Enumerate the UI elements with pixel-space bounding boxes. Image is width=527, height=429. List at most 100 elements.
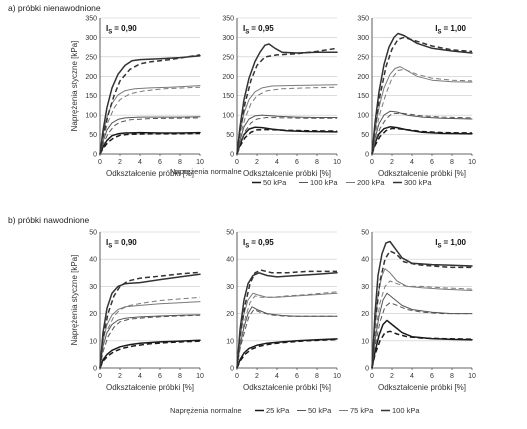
x-axis-label: Odkształcenie próbki [%] bbox=[106, 383, 194, 392]
legend: Naprężenia normalne 25 kPa 50 kPa 75 kPa 100… bbox=[170, 406, 420, 415]
x-tick-label: 6 bbox=[158, 373, 162, 380]
x-axis-label: Odkształcenie próbki [%] bbox=[106, 169, 194, 178]
series-3-solid-line bbox=[371, 268, 473, 369]
x-axis-label: Odkształcenie próbki [%] bbox=[378, 383, 466, 392]
series-2-solid-line bbox=[371, 292, 473, 369]
x-tick-label: 2 bbox=[390, 373, 394, 380]
series-2-solid-line bbox=[371, 110, 473, 155]
series-1-solid-line bbox=[99, 339, 201, 369]
y-tick-label: 300 bbox=[357, 35, 369, 42]
series-3-solid-line bbox=[99, 301, 201, 369]
legend-title: Naprężenia normalne bbox=[170, 406, 242, 415]
series-4-dashed-line bbox=[99, 54, 201, 155]
y-tick-label: 300 bbox=[85, 35, 97, 42]
y-tick-label: 150 bbox=[222, 93, 234, 100]
series-2-dashed-line bbox=[99, 117, 201, 155]
y-tick-label: 10 bbox=[361, 338, 369, 345]
series-4-dashed-line bbox=[99, 271, 201, 369]
x-tick-label: 8 bbox=[450, 159, 454, 166]
series-4-solid-line bbox=[99, 54, 201, 155]
x-axis-label: Odkształcenie próbki [%] bbox=[243, 169, 331, 178]
x-tick-label: 8 bbox=[315, 159, 319, 166]
x-axis-label: Odkształcenie próbki [%] bbox=[378, 169, 466, 178]
y-tick-label: 10 bbox=[89, 338, 97, 345]
legends-group: Naprężenia normalne 50 kPa 100 kPa 200 kPa 3… bbox=[170, 167, 432, 415]
series-4-solid-line bbox=[236, 43, 338, 155]
y-tick-label: 30 bbox=[361, 284, 369, 291]
y-tick-label: 0 bbox=[230, 152, 234, 159]
legend-title: Naprężenia normalne bbox=[170, 167, 242, 176]
param-subscript: S bbox=[245, 30, 249, 36]
series-2-solid-line bbox=[99, 116, 201, 155]
series-4-solid-line bbox=[99, 273, 201, 369]
x-tick-label: 2 bbox=[255, 159, 259, 166]
x-tick-label: 0 bbox=[235, 373, 239, 380]
x-tick-label: 0 bbox=[235, 159, 239, 166]
series-4-dashed-line bbox=[371, 36, 473, 155]
param-value: = 0,90 bbox=[114, 238, 137, 247]
series-4-solid-line bbox=[371, 32, 473, 155]
legend: Naprężenia normalne 50 kPa 100 kPa 200 kPa 3… bbox=[170, 167, 432, 187]
x-tick-label: 2 bbox=[390, 159, 394, 166]
series-3-dashed-line bbox=[371, 280, 473, 369]
x-tick-label: 4 bbox=[138, 159, 142, 166]
series-3-solid-line bbox=[236, 84, 338, 155]
y-tick-label: 20 bbox=[89, 311, 97, 318]
legend-item: 200 kPa bbox=[357, 178, 385, 187]
param-symbol: I bbox=[106, 238, 108, 247]
y-tick-label: 300 bbox=[222, 35, 234, 42]
x-tick-label: 4 bbox=[275, 159, 279, 166]
y-tick-label: 100 bbox=[222, 113, 234, 120]
series-1-dashed-line bbox=[236, 338, 338, 369]
param-symbol: I bbox=[106, 24, 108, 33]
y-tick-label: 50 bbox=[226, 230, 234, 237]
y-tick-label: 150 bbox=[85, 93, 97, 100]
series-1-solid-line bbox=[236, 338, 338, 369]
param-value: = 1,00 bbox=[444, 24, 467, 33]
y-tick-label: 10 bbox=[226, 338, 234, 345]
series-2-dashed-line bbox=[236, 309, 337, 369]
x-tick-label: 4 bbox=[138, 373, 142, 380]
y-tick-label: 250 bbox=[85, 54, 97, 61]
param-subscript: S bbox=[245, 244, 249, 250]
y-tick-label: 0 bbox=[230, 366, 234, 373]
y-tick-label: 20 bbox=[361, 311, 369, 318]
x-tick-label: 10 bbox=[196, 373, 204, 380]
legend-item: 75 kPa bbox=[350, 406, 374, 415]
y-tick-label: 0 bbox=[93, 152, 97, 159]
series-3-dashed-line bbox=[99, 296, 201, 369]
y-tick-label: 40 bbox=[361, 257, 369, 264]
param-subscript: S bbox=[108, 30, 112, 36]
x-tick-label: 10 bbox=[333, 373, 341, 380]
series-4-solid-line bbox=[236, 272, 338, 369]
param-value: = 1,00 bbox=[444, 238, 467, 247]
series-1-solid-line bbox=[99, 131, 201, 155]
param-label: IS = 0,95 bbox=[243, 238, 274, 250]
y-tick-label: 150 bbox=[357, 93, 369, 100]
param-label: IS = 1,00 bbox=[435, 238, 466, 250]
series-3-dashed-line bbox=[99, 86, 201, 155]
x-tick-label: 8 bbox=[450, 373, 454, 380]
y-tick-label: 0 bbox=[93, 366, 97, 373]
x-tick-label: 2 bbox=[118, 159, 122, 166]
x-tick-label: 2 bbox=[118, 373, 122, 380]
x-tick-label: 8 bbox=[178, 159, 182, 166]
y-tick-label: 50 bbox=[361, 230, 369, 237]
series-1-dashed-line bbox=[99, 340, 201, 369]
y-tick-label: 350 bbox=[222, 16, 234, 23]
x-tick-label: 6 bbox=[295, 373, 299, 380]
y-tick-label: 40 bbox=[226, 257, 234, 264]
param-subscript: S bbox=[108, 244, 112, 250]
x-tick-label: 10 bbox=[196, 159, 204, 166]
series-2-dashed-line bbox=[371, 302, 472, 369]
y-tick-label: 0 bbox=[365, 152, 369, 159]
series-1-dashed-line bbox=[371, 127, 473, 155]
section-title-b: b) próbki nawodnione bbox=[8, 215, 90, 225]
y-tick-label: 200 bbox=[85, 74, 97, 81]
param-label: IS = 0,90 bbox=[106, 238, 137, 250]
y-tick-label: 30 bbox=[89, 284, 97, 291]
series-4-dashed-line bbox=[236, 269, 337, 369]
y-tick-label: 200 bbox=[222, 74, 234, 81]
